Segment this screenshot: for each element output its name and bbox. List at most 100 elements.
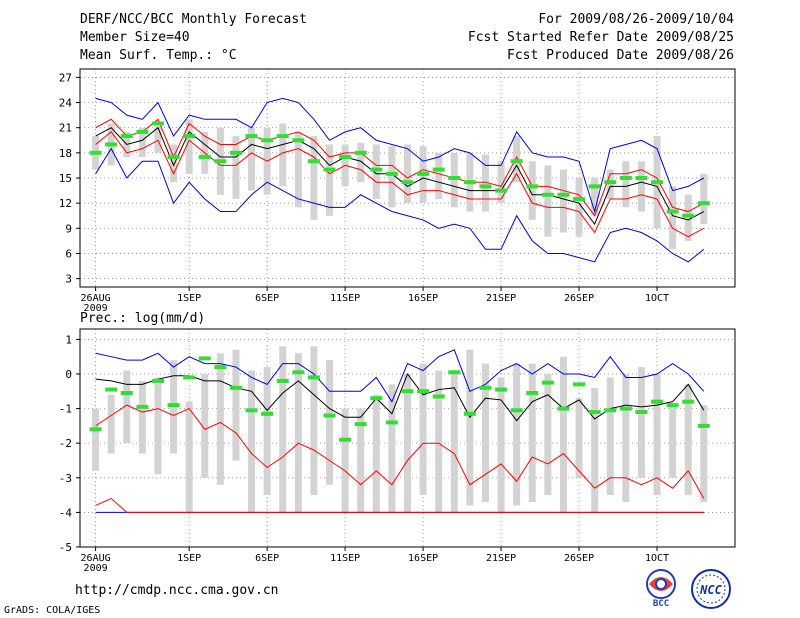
prec-median-marker [151, 378, 164, 383]
prec-median-marker [307, 375, 320, 380]
temp-median-marker [619, 176, 632, 180]
prec-median-marker [619, 406, 632, 411]
temp-median-marker [229, 150, 242, 155]
prec-median-marker [651, 399, 664, 404]
prec-median-marker [167, 403, 180, 408]
temp-median-marker [479, 184, 492, 189]
temp-median-marker [666, 209, 679, 214]
temp-box-bar [185, 119, 193, 174]
prec-median-marker [401, 389, 414, 394]
temp-box-bar [497, 161, 505, 204]
forecast-period: For 2009/08/26-2009/10/04 [538, 12, 734, 27]
temp-median-marker [495, 188, 508, 193]
temp-xtick-label: 11SEP [330, 293, 360, 304]
temp-box-bar [622, 161, 630, 208]
prec-box-bar [92, 408, 100, 471]
temp-median-marker [292, 138, 305, 143]
temperature-chart: 3 6 9 12 15 18 21 24 27 26AUG 1SEP 6SEP 11SEP 16SEP 21… [59, 68, 736, 312]
temp-median-marker [557, 192, 570, 197]
temp-ytick-label: 15 [59, 172, 72, 185]
prec-median-marker [541, 380, 554, 385]
temp-median-marker [89, 150, 102, 155]
temp-upper-spread-line [95, 118, 705, 217]
temp-median-marker [261, 138, 274, 143]
prec-box-bar [310, 346, 318, 496]
temp-box-bar [372, 144, 380, 199]
prec-box-bar [544, 373, 552, 496]
temp-box-bar [575, 178, 583, 237]
prec-box-bar [201, 373, 209, 478]
temp-median-marker [245, 134, 258, 139]
prec-median-marker [448, 370, 461, 375]
source-url[interactable]: http://cmdp.ncc.cma.gov.cn [75, 583, 279, 598]
prec-ytick-label: -3 [59, 472, 72, 485]
temp-box-bar [637, 161, 645, 212]
prec-ytick-label: 1 [65, 333, 72, 346]
temp-median-marker [604, 180, 617, 185]
prec-xtick-label: 6SEP [255, 553, 279, 564]
temp-lower-envelope-line [95, 147, 705, 263]
prec-xtick-label: 26AUG [81, 553, 111, 564]
temp-median-marker [183, 134, 196, 139]
prec-box-bar [294, 353, 302, 513]
temp-median-marker [682, 213, 695, 218]
prec-median-marker [385, 420, 398, 425]
temp-median-marker [697, 201, 710, 206]
prec-lower-spread-line [95, 497, 704, 513]
precip-variable-label: Prec.: log(mm/d) [80, 311, 206, 326]
temp-ytick-label: 9 [65, 222, 72, 235]
prec-box-bar [528, 363, 536, 503]
prec-upper-envelope-line [95, 349, 705, 403]
temp-box-bar [326, 144, 334, 216]
chart-title: DERF/NCC/BCC Monthly Forecast [80, 12, 307, 27]
prec-median-marker [479, 385, 492, 390]
temp-median-marker [417, 171, 430, 176]
prec-box-bar [107, 394, 115, 454]
temp-box-bar [544, 165, 552, 237]
prec-median-marker [136, 404, 149, 409]
prec-median-marker [229, 385, 242, 390]
prec-box-bar [279, 346, 287, 513]
temp-box-bar [559, 169, 567, 233]
prec-median-marker [323, 413, 336, 418]
bcc-logo: BCC [640, 568, 682, 612]
temp-median-marker [120, 134, 133, 139]
temp-median-marker [463, 180, 476, 185]
temp-box-bar [357, 142, 365, 183]
prec-median-marker [510, 408, 523, 413]
prec-box-bar [232, 349, 240, 461]
prec-median-marker [214, 365, 227, 370]
prec-median-marker [604, 408, 617, 413]
prec-xtick-label: 11SEP [330, 553, 360, 564]
prec-median-marker [261, 411, 274, 416]
fcst-produced-date: Fcst Produced Date 2009/08/26 [507, 48, 734, 63]
prec-box-bar [154, 377, 162, 475]
temp-median-marker [151, 121, 164, 126]
temp-ytick-label: 21 [59, 122, 72, 135]
prec-median-marker [463, 411, 476, 416]
prec-box-bar [466, 349, 474, 506]
prec-xtick-label: 16SEP [408, 553, 438, 564]
temp-median-marker [588, 184, 601, 189]
ncc-logo-text: NCC [699, 583, 722, 597]
prec-median-marker [120, 391, 133, 396]
prec-box-bar [263, 367, 271, 496]
temp-box-bar [404, 144, 411, 204]
prec-box-bar [341, 408, 349, 513]
temp-plot-frame [79, 68, 736, 288]
prec-median-marker [573, 382, 586, 387]
prec-xtick-label: 1OCT [645, 553, 669, 564]
temp-xtick-label: 16SEP [408, 293, 438, 304]
temp-box-bar [154, 126, 162, 153]
temp-box-bar [450, 152, 458, 208]
temp-median-marker [307, 159, 320, 164]
prec-ytick-label: -2 [59, 437, 72, 450]
temp-median-marker [401, 180, 414, 185]
prec-median-marker [105, 387, 118, 392]
prec-box-bar [637, 367, 645, 478]
temp-median-marker [136, 129, 149, 134]
prec-median-marker [339, 437, 352, 442]
prec-box-bar [591, 387, 599, 513]
prec-median-marker [526, 391, 539, 396]
